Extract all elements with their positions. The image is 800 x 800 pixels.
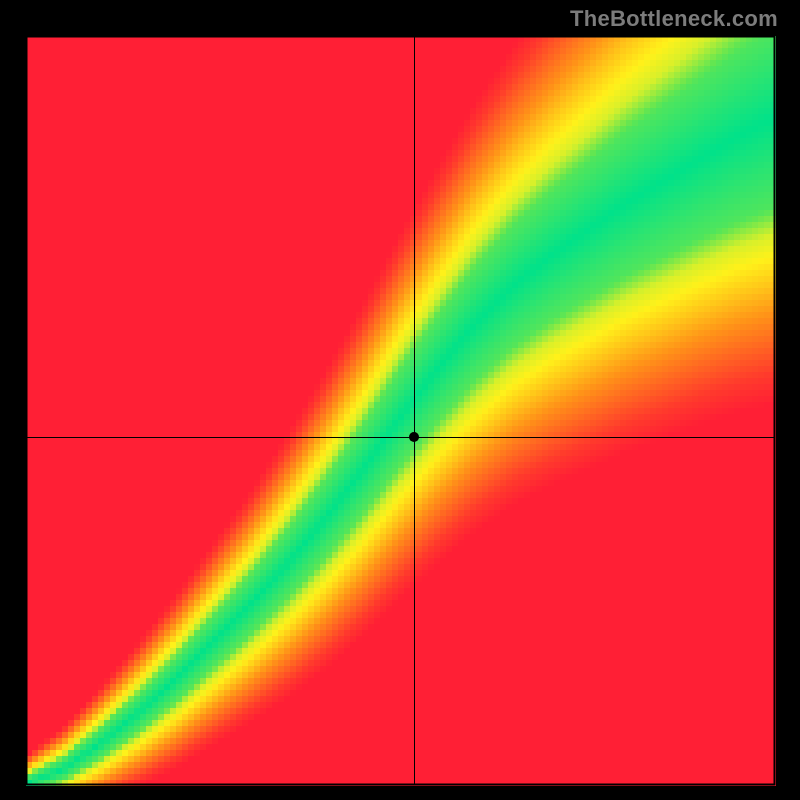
chart-container: { "watermark": { "text": "TheBottleneck.…	[0, 0, 800, 800]
bottleneck-heatmap	[0, 0, 800, 800]
watermark-text: TheBottleneck.com	[570, 6, 778, 32]
